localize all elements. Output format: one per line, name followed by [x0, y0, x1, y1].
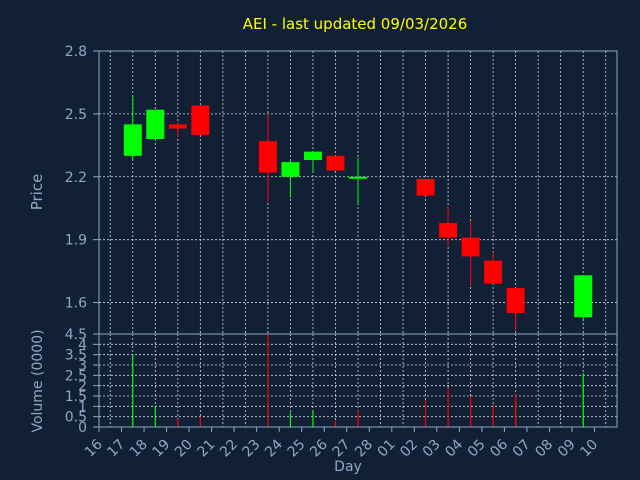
candle-body [168, 124, 187, 129]
candle-body [326, 155, 345, 171]
volume-y-tick-label: 4 [78, 337, 87, 353]
candle-body [123, 124, 142, 156]
volume-y-tick-label: 2.5 [65, 368, 87, 384]
candlestick-series [123, 95, 593, 330]
candle-body [574, 275, 593, 318]
candle-body [506, 287, 525, 314]
volume-y-tick-label: 3.5 [65, 348, 87, 364]
price-y-tick-label: 1.6 [65, 296, 87, 312]
candle-body [461, 237, 480, 257]
volume-y-tick-label: 4.5 [65, 327, 87, 343]
candle-20 [191, 105, 210, 135]
price-y-tick-label: 2.2 [65, 170, 87, 186]
candle-body [281, 162, 300, 177]
price-y-tick-label: 2.5 [65, 107, 87, 123]
volume-y-tick-label: 3 [78, 358, 87, 374]
chart-title: AEI - last updated 09/03/2026 [243, 15, 468, 33]
candle-body [191, 105, 210, 135]
candle-body [484, 260, 503, 284]
volume-y-axis-label: Volume (0000) [30, 329, 46, 432]
volume-plot-frame [98, 333, 618, 428]
volume-bar-series [132, 334, 584, 427]
price-y-tick-label: 1.9 [65, 233, 87, 249]
candle-06 [506, 287, 525, 330]
volume-y-tick-label: 1 [78, 399, 87, 415]
candle-body [349, 176, 367, 179]
volume-y-tick-label: 0 [78, 420, 87, 436]
candle-24 [281, 160, 300, 198]
candle-04 [461, 220, 480, 286]
candle-25 [303, 151, 322, 173]
candle-27 [349, 157, 367, 205]
candle-body [146, 109, 165, 140]
volume-y-tick-label: 1.5 [65, 389, 87, 405]
candle-body [439, 222, 458, 238]
candle-03 [439, 206, 458, 246]
volume-y-tick-label: 0.5 [65, 410, 87, 426]
candle-26 [326, 155, 345, 171]
candle-09 [574, 275, 593, 322]
price-y-tick-labels: 2.8 2.5 2.2 1.9 1.6 [65, 44, 99, 312]
price-y-axis-label: Price [28, 174, 46, 211]
candle-body [303, 151, 322, 161]
candle-body [416, 178, 435, 196]
candle-05 [484, 252, 503, 284]
candle-02 [416, 178, 435, 196]
candle-23 [258, 113, 277, 202]
day-x-axis-label: Day [334, 459, 362, 475]
candle-17 [123, 95, 142, 161]
candle-18 [146, 109, 165, 140]
price-y-tick-label: 2.8 [65, 44, 87, 60]
candle-19 [168, 122, 187, 137]
volume-y-tick-label: 2 [78, 379, 87, 395]
volume-y-tick-labels: 4.543.532.521.510.50 [65, 327, 99, 436]
candle-body [258, 141, 277, 173]
